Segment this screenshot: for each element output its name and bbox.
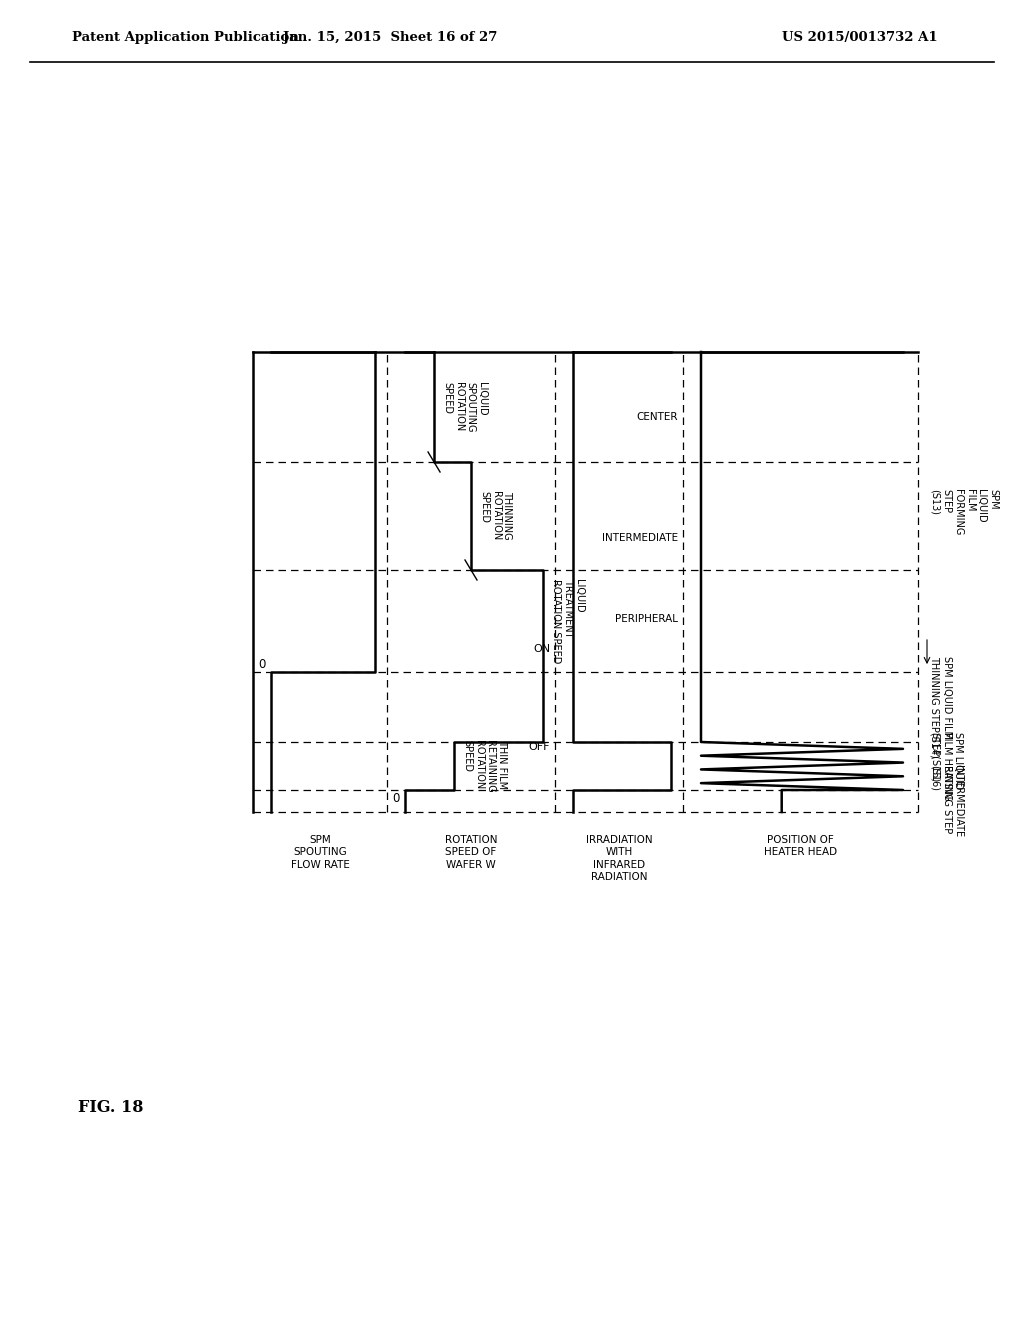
Text: 0: 0 (392, 792, 400, 804)
Text: LIQUID
TREATMENT
ROTATION SPEED: LIQUID TREATMENT ROTATION SPEED (551, 578, 585, 663)
Text: 0: 0 (259, 657, 266, 671)
Text: ON: ON (532, 644, 550, 653)
Text: FIG. 18: FIG. 18 (78, 1100, 143, 1117)
Text: Jan. 15, 2015  Sheet 16 of 27: Jan. 15, 2015 Sheet 16 of 27 (283, 30, 498, 44)
Text: SPM LIQUID FILM
THINNING STEP(S14): SPM LIQUID FILM THINNING STEP(S14) (930, 656, 951, 758)
Text: SPM
LIQUID
FILM
FORMING
STEP
(S13): SPM LIQUID FILM FORMING STEP (S13) (930, 488, 998, 535)
Text: US 2015/0013732 A1: US 2015/0013732 A1 (782, 30, 938, 44)
Text: THIN FILM
RETAINING
ROTATION
SPEED: THIN FILM RETAINING ROTATION SPEED (462, 739, 507, 792)
Text: PERIPHERAL: PERIPHERAL (615, 614, 678, 624)
Text: ROTATION
SPEED OF
WAFER W: ROTATION SPEED OF WAFER W (444, 836, 498, 870)
Text: OFF: OFF (528, 742, 550, 752)
Text: POSITION OF
HEATER HEAD: POSITION OF HEATER HEAD (764, 836, 837, 858)
Text: INTERMEDIATE
RINSING STEP
(S16): INTERMEDIATE RINSING STEP (S16) (930, 764, 964, 837)
Text: IRRADIATION
WITH
INFRARED
RADIATION: IRRADIATION WITH INFRARED RADIATION (586, 836, 652, 882)
Text: LIQUID
SPOUTING
ROTATION
SPEED: LIQUID SPOUTING ROTATION SPEED (442, 381, 486, 432)
Text: Patent Application Publication: Patent Application Publication (72, 30, 299, 44)
Text: INTERMEDIATE: INTERMEDIATE (602, 533, 678, 544)
Text: CENTER: CENTER (637, 412, 678, 422)
Text: THINNING
ROTATION
SPEED: THINNING ROTATION SPEED (479, 491, 512, 541)
Text: SPM LIQUID
FILM HEATING
STEP(S15): SPM LIQUID FILM HEATING STEP(S15) (930, 731, 964, 800)
Text: SPM
SPOUTING
FLOW RATE: SPM SPOUTING FLOW RATE (291, 836, 349, 870)
